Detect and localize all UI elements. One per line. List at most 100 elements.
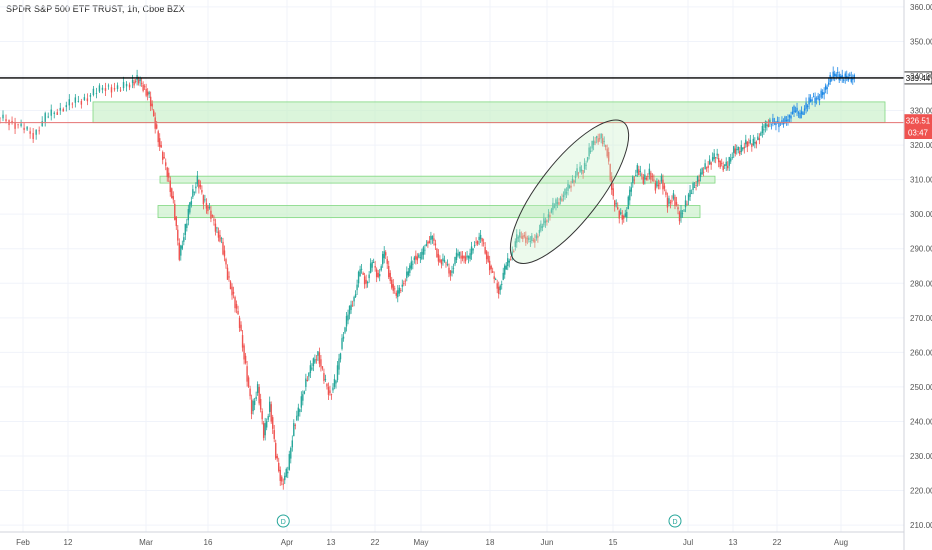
- history-candle: [284, 475, 286, 481]
- price-label-text: 326.51: [906, 117, 931, 126]
- history-candle: [237, 310, 239, 315]
- history-candle: [479, 234, 482, 240]
- history-candle: [20, 123, 22, 127]
- history-candle: [484, 247, 486, 254]
- history-candle: [466, 255, 468, 258]
- history-candle: [609, 164, 611, 181]
- history-candle: [345, 315, 348, 327]
- history-candle: [116, 85, 119, 89]
- history-candle: [440, 259, 443, 265]
- history-candle: [742, 147, 744, 150]
- history-candle: [494, 279, 497, 280]
- history-candle: [730, 158, 732, 162]
- history-candle: [174, 203, 176, 220]
- projection-candle: [830, 79, 833, 81]
- history-candle: [53, 112, 55, 114]
- history-candle: [672, 193, 675, 199]
- history-candle: [287, 471, 289, 474]
- history-candle: [603, 141, 605, 142]
- history-candle: [288, 454, 290, 470]
- dividend-marker: [668, 514, 682, 528]
- projection-candle: [805, 102, 807, 109]
- history-candle: [714, 157, 717, 159]
- projection-candle: [833, 73, 836, 76]
- ellipse-group: [509, 119, 630, 264]
- price-label-text: 339.44: [906, 74, 931, 83]
- history-candle: [386, 259, 388, 264]
- history-candle: [565, 192, 568, 194]
- history-candle: [740, 144, 742, 152]
- projection-candle: [817, 95, 819, 100]
- history-candle: [498, 286, 500, 294]
- history-candle: [83, 97, 86, 101]
- history-candle: [419, 257, 422, 259]
- y-tick-label: 310.00: [910, 176, 932, 185]
- history-candle: [383, 251, 385, 259]
- history-candle: [38, 130, 40, 132]
- history-candle: [623, 215, 625, 219]
- history-candle: [249, 388, 251, 397]
- history-candle: [675, 202, 678, 205]
- history-candle: [290, 448, 292, 459]
- history-candle: [143, 86, 146, 88]
- chart-title: SPDR S&P 500 ETF TRUST, 1h, Cboe BZX: [6, 4, 185, 14]
- history-candle: [281, 476, 283, 482]
- history-candle: [250, 399, 253, 415]
- history-candle: [535, 235, 538, 239]
- history-candle: [511, 251, 513, 256]
- projection-candle: [770, 123, 773, 125]
- projection-candle: [781, 120, 783, 124]
- history-candle: [612, 188, 614, 196]
- history-candle: [526, 238, 529, 240]
- history-candle: [353, 297, 355, 302]
- history-candle: [275, 443, 277, 459]
- zone-rect: [157, 205, 701, 219]
- x-tick-label: Jun: [541, 538, 554, 547]
- history-candle: [707, 165, 709, 168]
- history-candle: [356, 284, 358, 291]
- projection-candle: [802, 112, 804, 116]
- history-candle: [394, 288, 396, 290]
- history-candle: [451, 270, 453, 273]
- history-candle: [579, 166, 581, 172]
- history-candle: [597, 138, 599, 143]
- history-candle: [204, 199, 206, 201]
- history-candle: [463, 255, 465, 259]
- history-candle: [659, 183, 661, 185]
- history-candle: [312, 358, 315, 367]
- y-tick-label: 240.00: [910, 417, 932, 426]
- history-candle: [668, 198, 670, 204]
- projection-candle: [794, 110, 797, 113]
- history-candle: [371, 262, 373, 268]
- history-candle: [181, 245, 184, 249]
- history-candle: [56, 112, 58, 115]
- history-candle: [591, 140, 593, 149]
- history-candle: [507, 258, 509, 266]
- projection-candle: [826, 87, 828, 89]
- history-candle: [140, 82, 143, 84]
- history-candle: [629, 189, 631, 201]
- projection-candle: [832, 71, 834, 78]
- x-tick-label: Aug: [834, 538, 848, 547]
- history-candle: [644, 174, 646, 180]
- history-candle: [149, 96, 152, 107]
- history-candle: [657, 184, 660, 187]
- history-candle: [211, 215, 214, 217]
- history-candle: [104, 88, 107, 91]
- history-candle: [428, 240, 431, 244]
- history-candle: [74, 97, 77, 103]
- history-candle: [600, 133, 602, 139]
- projection-candle: [844, 73, 846, 79]
- y-tick-label: 350.00: [910, 37, 932, 46]
- projection-candle: [782, 123, 785, 125]
- projection-candle: [824, 85, 827, 90]
- y-tick-label: 330.00: [910, 107, 932, 116]
- history-candle: [128, 84, 131, 88]
- history-candle: [401, 284, 403, 287]
- history-candle: [262, 423, 265, 438]
- history-candle: [110, 87, 113, 93]
- y-tick-label: 360.00: [910, 3, 932, 12]
- history-candle: [427, 241, 429, 244]
